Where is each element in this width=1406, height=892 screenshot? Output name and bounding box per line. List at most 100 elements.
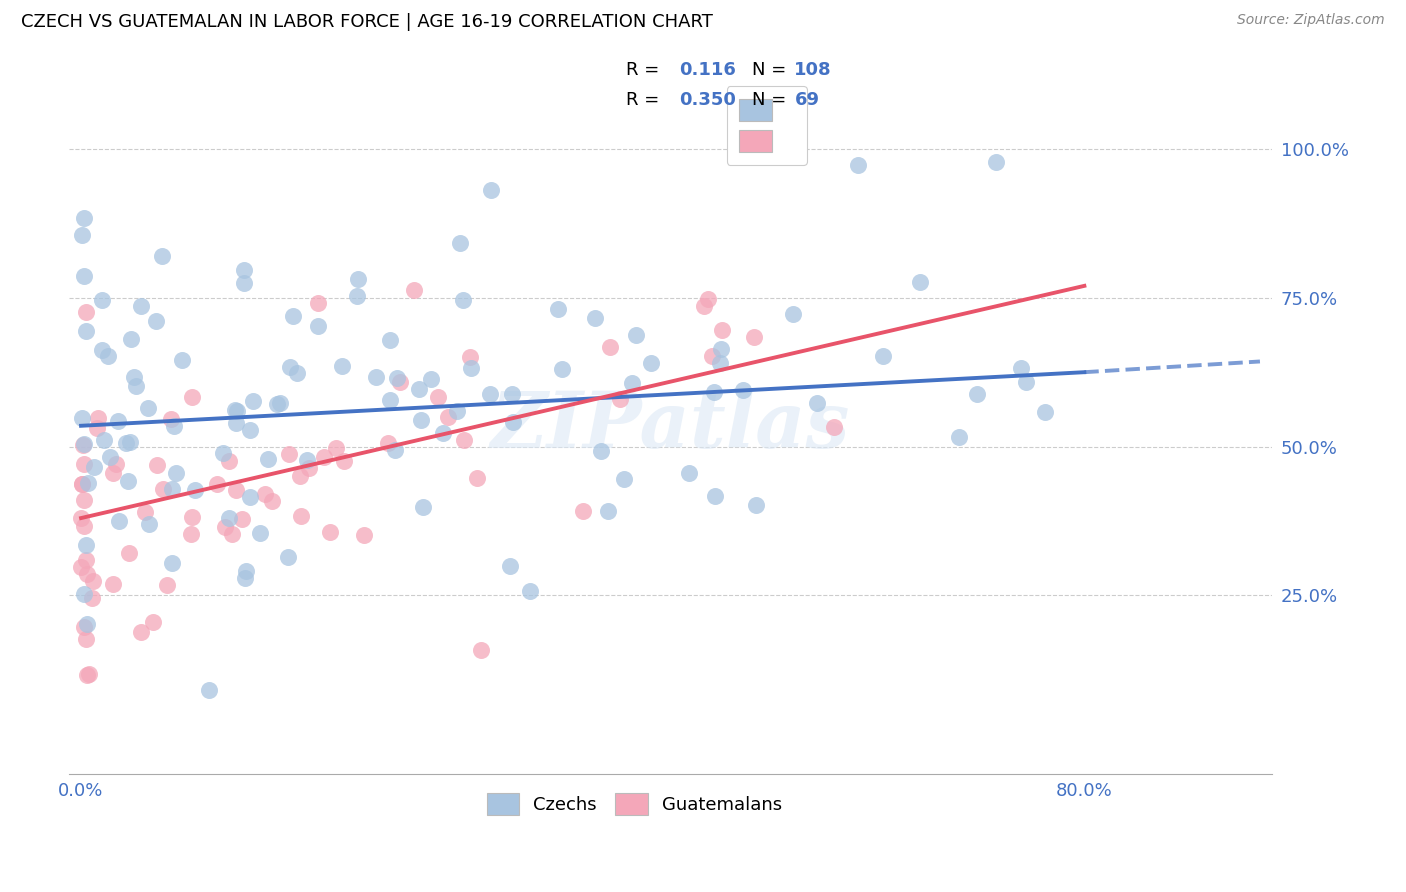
Point [120, 435, 142, 450]
Point [419, 371, 441, 385]
Point [83, 459, 105, 474]
Point [908, 275, 931, 289]
Point [307, 296, 329, 310]
Point [181, 390, 204, 404]
Point [142, 615, 165, 629]
Point [70, 477, 93, 491]
Point [134, 505, 156, 519]
Point [118, 546, 141, 560]
Point [285, 366, 308, 380]
Point [226, 404, 249, 418]
Point [346, 272, 368, 286]
Point [470, 643, 492, 657]
Point [76, 668, 98, 682]
Point [72, 436, 94, 450]
Point [460, 360, 482, 375]
Point [73, 620, 96, 634]
Text: Source: ZipAtlas.com: Source: ZipAtlas.com [1237, 13, 1385, 28]
Point [547, 302, 569, 317]
Text: N =: N = [752, 91, 786, 109]
Point [253, 487, 276, 501]
Point [742, 330, 765, 344]
Point [163, 419, 186, 434]
Point [214, 519, 236, 533]
Point [73, 269, 96, 284]
Point [70, 228, 93, 243]
Point [260, 494, 283, 508]
Point [108, 514, 131, 528]
Point [129, 624, 152, 639]
Point [621, 376, 644, 391]
Text: 0.116: 0.116 [679, 61, 735, 78]
Point [678, 466, 700, 480]
Point [384, 442, 406, 457]
Point [156, 578, 179, 592]
Point [152, 482, 174, 496]
Point [73, 493, 96, 508]
Point [711, 323, 734, 337]
Point [571, 504, 593, 518]
Point [76, 616, 98, 631]
Point [709, 356, 731, 370]
Point [91, 343, 114, 358]
Point [519, 583, 541, 598]
Point [76, 475, 98, 490]
Point [325, 441, 347, 455]
Point [73, 587, 96, 601]
Point [704, 489, 727, 503]
Legend: Czechs, Guatemalans: Czechs, Guatemalans [478, 784, 792, 824]
Point [966, 387, 988, 401]
Point [378, 392, 401, 407]
Point [412, 500, 434, 514]
Text: 108: 108 [794, 61, 832, 78]
Point [703, 384, 725, 399]
Point [165, 466, 187, 480]
Point [697, 293, 720, 307]
Point [451, 293, 474, 307]
Point [79, 667, 101, 681]
Point [180, 526, 202, 541]
Point [239, 423, 262, 437]
Point [453, 433, 475, 447]
Point [232, 263, 254, 277]
Point [98, 450, 121, 464]
Point [596, 504, 619, 518]
Point [97, 349, 120, 363]
Point [233, 572, 256, 586]
Point [70, 410, 93, 425]
Point [640, 356, 662, 370]
Point [150, 249, 173, 263]
Point [782, 307, 804, 321]
Point [256, 452, 278, 467]
Point [162, 482, 184, 496]
Point [225, 416, 247, 430]
Point [377, 436, 399, 450]
Point [75, 538, 97, 552]
Point [231, 511, 253, 525]
Point [197, 682, 219, 697]
Point [107, 414, 129, 428]
Point [266, 397, 288, 411]
Point [249, 525, 271, 540]
Point [75, 553, 97, 567]
Point [101, 577, 124, 591]
Point [436, 409, 458, 424]
Point [446, 404, 468, 418]
Point [278, 360, 301, 375]
Point [624, 327, 647, 342]
Point [86, 411, 108, 425]
Point [408, 382, 430, 396]
Point [117, 475, 139, 489]
Point [744, 498, 766, 512]
Point [550, 362, 572, 376]
Point [70, 559, 93, 574]
Point [184, 483, 207, 497]
Point [207, 477, 229, 491]
Text: CZECH VS GUATEMALAN IN LABOR FORCE | AGE 16-19 CORRELATION CHART: CZECH VS GUATEMALAN IN LABOR FORCE | AGE… [21, 13, 713, 31]
Point [693, 300, 716, 314]
Point [232, 276, 254, 290]
Point [591, 443, 613, 458]
Point [221, 527, 243, 541]
Point [872, 350, 894, 364]
Point [218, 454, 240, 468]
